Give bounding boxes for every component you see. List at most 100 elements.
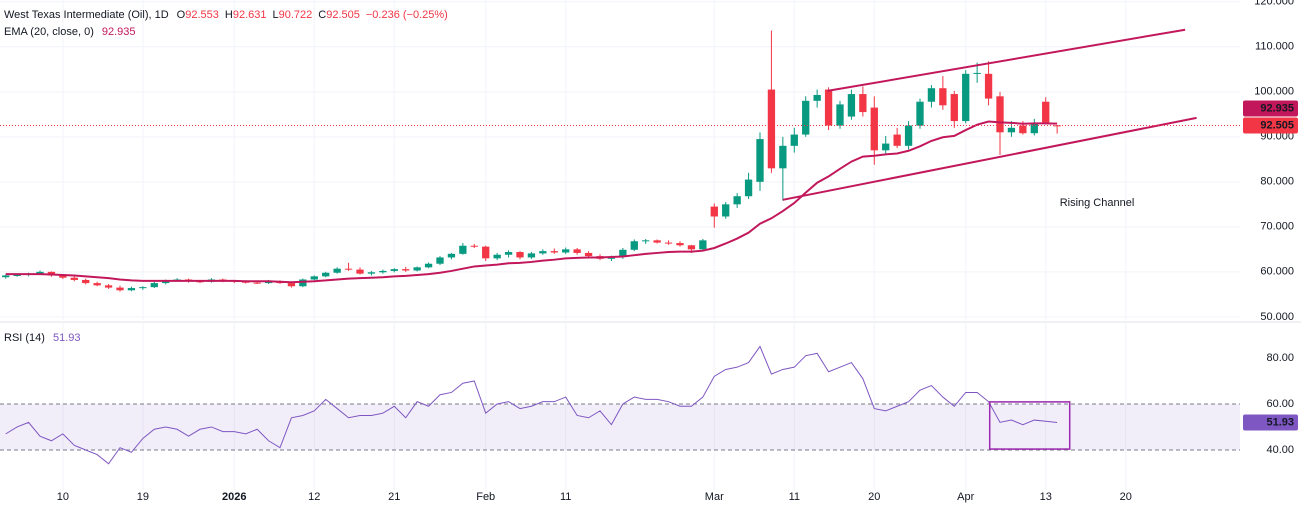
ohlc-label: O [177,9,186,21]
candle-body [882,143,890,151]
candle-body [733,196,741,205]
candle-body [642,240,650,242]
y-tick-label: 100.000 [1254,86,1294,98]
candle-body [93,283,101,286]
candle-body [516,252,524,258]
candle-body [973,72,981,74]
candle-body [447,253,456,258]
ohlc-label: L [272,9,278,21]
trendline [782,116,1197,201]
x-tick-label: Mar [705,491,724,503]
rsi-value: 51.93 [53,332,81,344]
y-tick-label: 40.00 [1266,444,1294,456]
candle-body [59,275,67,278]
candle-body [653,240,661,243]
candle-body [344,268,353,270]
candle-body [162,280,170,284]
symbol-title: West Texas Intermediate (Oil), 1D [4,9,169,21]
ema-badge [1243,100,1298,117]
candle-body [310,276,318,280]
candle-body [676,243,684,246]
y-tick-label: 80.00 [1266,352,1294,364]
candle-body [413,267,421,271]
ohlc-label: C [318,9,326,21]
y-tick-label: 110.000 [1255,41,1294,53]
candle-body [836,104,844,126]
x-tick-label: 10 [57,491,69,503]
candle-body [127,288,136,291]
x-tick-label: 13 [1040,491,1052,503]
candle-body [402,269,410,271]
candle-body [459,245,467,254]
candle-body [367,272,376,274]
candle-body [859,94,867,113]
candle-body [424,263,433,268]
candle-body [573,249,581,253]
ema-badge-label: 92.935 [1260,102,1294,114]
candle-body [139,287,147,289]
candle-body [893,134,901,146]
candle-body [1053,125,1061,127]
trendline [827,28,1186,92]
candle-body [619,249,627,257]
y-tick-label: 80.000 [1260,176,1294,188]
candle-body [539,251,547,254]
price-badge [1243,117,1298,134]
candle-body [150,283,158,288]
ema-line [5,120,1058,284]
candle-body [813,94,821,101]
candle-body [116,287,124,291]
candle-body [904,125,913,146]
annotation: Rising Channel [1060,197,1135,209]
y-tick-label: 60.000 [1260,266,1294,278]
candle-body [779,145,787,169]
candle-body [333,268,341,273]
rsi-legend: RSI (14) 51.93 [4,332,81,344]
x-tick-label: 20 [1120,491,1132,503]
candle-body [722,204,730,217]
candle-body [664,242,673,244]
candle-body [562,249,570,253]
candle-body [962,73,970,122]
candle-body [1019,125,1027,134]
candle-body [482,246,490,259]
x-tick-label: 12 [308,491,320,503]
y-tick-label: 120.000 [1254,0,1294,8]
x-tick-label: 21 [388,491,400,503]
ohlc-value: 92.505 [326,9,360,21]
candle-body [436,257,444,264]
candle-body [584,252,593,257]
candle-body [1042,101,1050,123]
ohlc-value: 92.631 [233,9,267,21]
change-label: −0.236 (−0.25%) [366,9,448,21]
candle-body [710,206,718,217]
candle-body [939,88,947,106]
candle-body [379,270,387,273]
ema-legend: EMA (20, close, 0) 92.935 [4,26,136,38]
candle-body [790,134,798,146]
highlight-box [988,401,1071,450]
rsi-band [0,403,1240,450]
rsi-name: RSI (14) [4,332,45,344]
candle-body [1030,123,1038,134]
candle-body [287,283,296,287]
rsi-badge-label: 51.93 [1266,416,1294,428]
y-tick-label: 60.00 [1266,398,1294,410]
ema-name: EMA (20, close, 0) [4,26,94,38]
ohlc-label: H [225,9,233,21]
candle-body [996,96,1004,133]
candle-body [847,94,856,117]
candle-body [322,272,330,277]
candle-body [630,241,638,250]
candle-body [687,245,696,250]
candle-body [253,282,261,284]
candle-body [13,274,21,276]
candle-body [104,285,113,288]
candle-body [802,100,810,135]
x-tick-label: 20 [868,491,880,503]
candle-body [527,253,536,258]
ema-value: 92.935 [102,26,136,38]
y-tick-label: 90.000 [1260,131,1294,143]
candle-body [824,89,833,126]
candle-body [927,88,936,102]
